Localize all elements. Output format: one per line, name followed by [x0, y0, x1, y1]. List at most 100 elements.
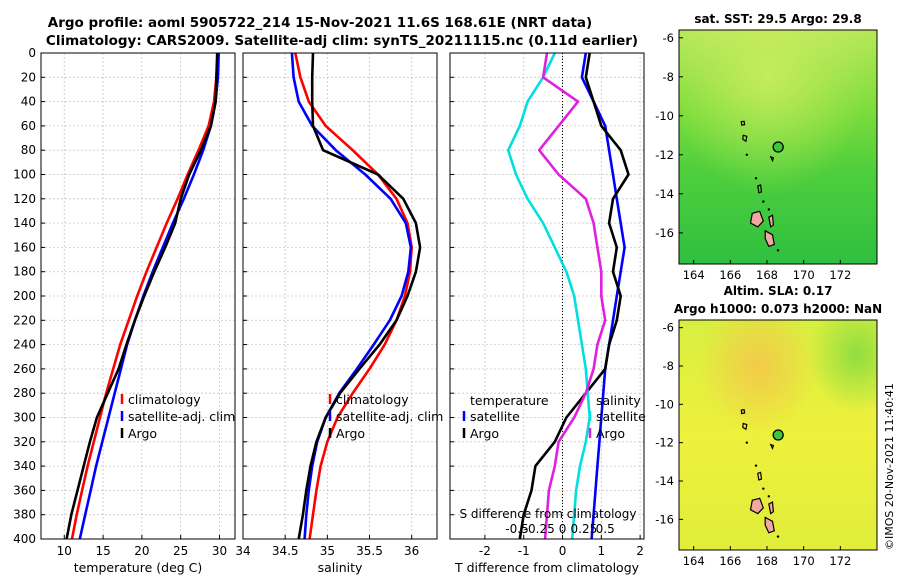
y-tick-label: 240 [13, 338, 36, 352]
islet [754, 464, 758, 467]
series-line-argo [297, 52, 422, 540]
sla-map: 164 166 168 170 172 -6 -8 -10 -12 -14 -16 [655, 319, 878, 568]
y-tick-label: 40 [21, 95, 36, 109]
islet [745, 441, 749, 444]
legend-title-temperature: temperature [470, 393, 549, 408]
x-tick-label: 20 [134, 544, 149, 558]
map-y-tick-label: -14 [655, 187, 674, 201]
secondary-tick-label: -0.25 [524, 522, 555, 536]
map-x-tick-label: 166 [719, 268, 741, 282]
salinity-panel: 34 34.5 35 35.5 36 salinity climatology satelli… [235, 52, 443, 575]
y-tick-label: 260 [13, 362, 36, 376]
secondary-tick-label: 0 [559, 522, 567, 536]
y-tick-label: 0 [28, 46, 36, 60]
island-outline [740, 409, 746, 415]
temperature-panel: 10 15 20 25 30 temperature (deg C) 0 20 40 60 80 10… [13, 46, 236, 575]
map-y-tick-label: -10 [655, 109, 674, 123]
y-tick-label: 300 [13, 411, 36, 425]
map-y-tick-label: -12 [655, 148, 674, 162]
y-tick-label: 280 [13, 386, 36, 400]
map-x-tick-label: 168 [756, 268, 778, 282]
y-tick-label: 80 [21, 143, 36, 157]
sla-map-title-line2: Argo h1000: 0.073 h2000: NaN [674, 302, 882, 316]
map-y-tick-label: -14 [655, 474, 674, 488]
series-line-salinity-satellite [506, 52, 592, 540]
x-tick-label: 10 [57, 544, 72, 558]
islet [767, 208, 771, 211]
island-outline [757, 184, 763, 194]
legend-label: Argo [596, 426, 625, 441]
sst-map: 164 166 168 170 172 -6 -8 -10 -12 -14 -16 [655, 29, 878, 282]
legend-label: Argo [470, 426, 499, 441]
x-tick-label: -1 [518, 544, 530, 558]
y-tick-label: 380 [13, 508, 36, 522]
map-x-tick-label: 172 [829, 554, 851, 568]
map-x-tick-label: 170 [793, 554, 815, 568]
argo-float-marker [772, 429, 784, 441]
x-tick-label: 36 [404, 544, 419, 558]
islet [754, 177, 758, 180]
x-tick-label: 2 [636, 544, 644, 558]
secondary-axis-label: S difference from climatology [460, 507, 637, 521]
island-outline [742, 134, 748, 143]
map-x-tick-label: 168 [756, 554, 778, 568]
y-tick-label: 360 [13, 483, 36, 497]
legend-label: satellite-adj. clim [128, 409, 235, 424]
y-tick-label: 320 [13, 435, 36, 449]
x-tick-label: 35 [320, 544, 335, 558]
sla-map-title-line1: Altim. SLA: 0.17 [724, 284, 833, 298]
difference-panel: -2 -1 0 1 2 T difference from climatology temp… [449, 52, 646, 575]
x-axis-label: T difference from climatology [454, 560, 640, 575]
island-outline [764, 229, 775, 248]
map-x-tick-label: 172 [829, 268, 851, 282]
sst-map-title: sat. SST: 29.5 Argo: 29.8 [694, 12, 861, 26]
argo-float-marker [772, 141, 784, 153]
islet [776, 535, 780, 538]
map-y-tick-label: -6 [663, 31, 674, 45]
map-y-tick-label: -16 [655, 512, 674, 526]
y-tick-label: 20 [21, 70, 36, 84]
map-x-tick-label: 170 [793, 268, 815, 282]
map-y-tick-label: -16 [655, 226, 674, 240]
legend-title-salinity: salinity [596, 393, 641, 408]
island-outline [740, 120, 746, 126]
island-outline [764, 516, 775, 534]
legend-label: Argo [128, 426, 157, 441]
islet [745, 153, 749, 156]
island-outline [769, 155, 775, 163]
x-tick-label: 25 [173, 544, 188, 558]
map-y-tick-label: -8 [663, 359, 674, 373]
islet [762, 200, 765, 203]
y-tick-label: 60 [21, 119, 36, 133]
y-tick-label: 100 [13, 168, 36, 182]
x-tick-label: 0 [559, 544, 567, 558]
island-outline [757, 471, 763, 481]
x-axis-label: salinity [318, 560, 363, 575]
island-outline [749, 210, 764, 228]
islet [762, 487, 765, 490]
y-tick-label: 340 [13, 459, 36, 473]
island-outline [768, 214, 775, 228]
imos-timestamp: ©IMOS 20-Nov-2021 11:40:41 [883, 383, 896, 550]
series-line-satellite-adj-clim [290, 52, 413, 540]
x-tick-label: 30 [212, 544, 227, 558]
secondary-tick-label: -0.5 [505, 522, 528, 536]
x-axis-label: temperature (deg C) [74, 560, 203, 575]
y-tick-label: 160 [13, 240, 36, 254]
series-line-climatology [70, 52, 220, 540]
island-outline [749, 497, 764, 515]
y-tick-label: 120 [13, 192, 36, 206]
secondary-tick-label: 0.25 [571, 522, 598, 536]
series-line-climatology [294, 52, 414, 540]
map-y-tick-label: -10 [655, 397, 674, 411]
islet [767, 495, 771, 498]
map-frame [678, 29, 878, 265]
island-outline [769, 443, 775, 451]
legend-label: climatology [128, 392, 201, 407]
x-tick-label: -2 [479, 544, 491, 558]
x-tick-label: 1 [597, 544, 605, 558]
legend-label: climatology [336, 392, 409, 407]
map-y-tick-label: -8 [663, 70, 674, 84]
islet [776, 249, 780, 252]
